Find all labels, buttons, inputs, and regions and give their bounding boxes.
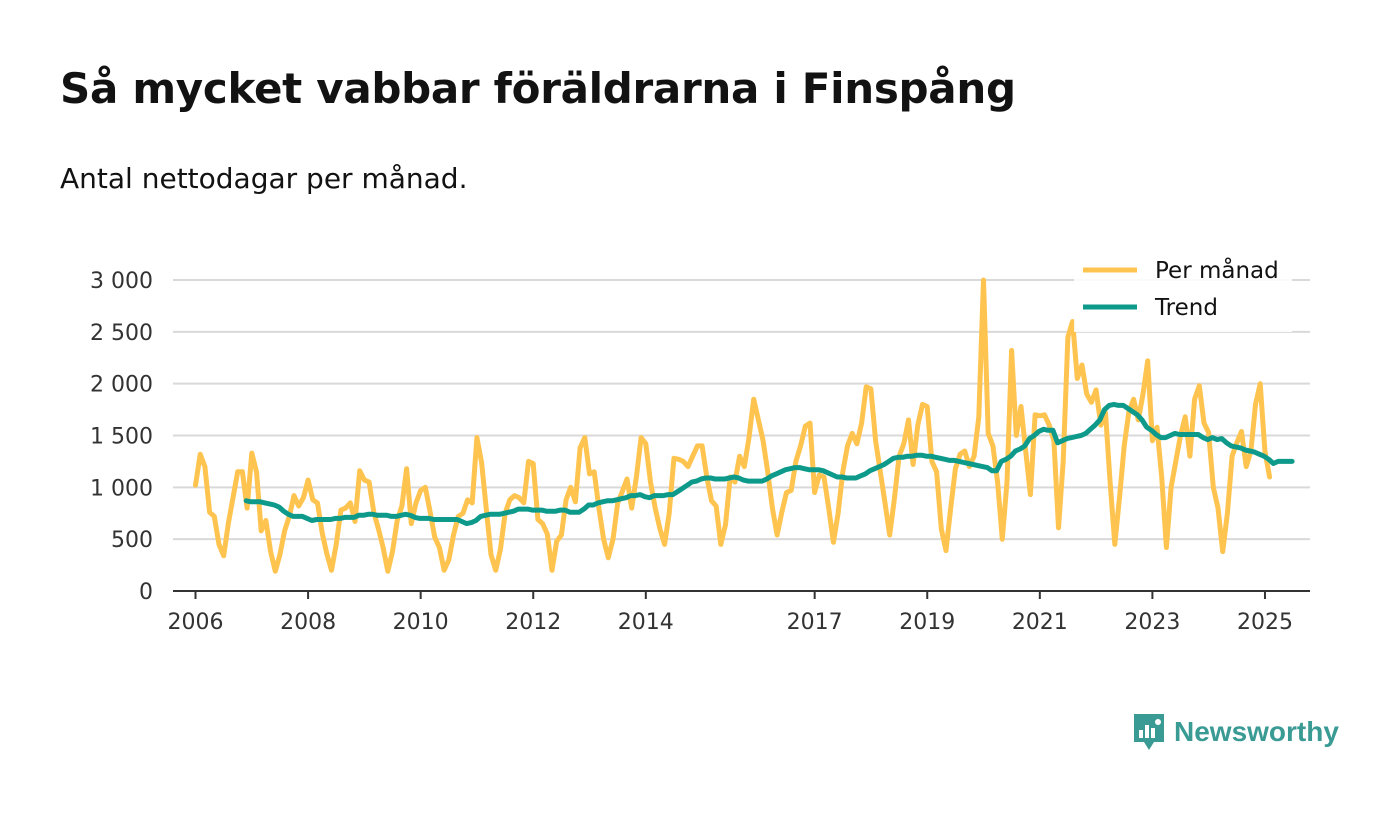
x-axis: 2006 2008 2010 2012 2014 2017 2019 2021 2023 2025 xyxy=(168,590,1310,635)
legend: Per månad Trend xyxy=(1074,252,1292,332)
y-tick-label: 0 xyxy=(139,580,153,605)
chart-subtitle: Antal nettodagar per månad. xyxy=(60,162,468,195)
x-tick-label: 2014 xyxy=(618,610,674,635)
x-tick-label: 2017 xyxy=(787,610,843,635)
series-lines xyxy=(193,277,1295,574)
y-tick-label: 1 000 xyxy=(90,476,153,501)
y-tick-label: 1 500 xyxy=(90,425,153,450)
series-line-trend xyxy=(243,401,1295,527)
x-tick-label: 2021 xyxy=(1012,610,1068,635)
y-tick-label: 3 000 xyxy=(90,269,153,294)
legend-label-trend: Trend xyxy=(1154,295,1218,321)
newsworthy-logo: Newsworthy xyxy=(1132,712,1339,752)
x-tick-label: 2006 xyxy=(168,610,224,635)
y-tick-label: 500 xyxy=(111,528,153,553)
legend-label-per-manad: Per månad xyxy=(1155,256,1279,284)
x-tick-label: 2010 xyxy=(393,610,449,635)
y-tick-label: 2 500 xyxy=(90,321,153,346)
y-axis: 0 500 1 000 1 500 2 000 2 500 3 000 xyxy=(90,269,153,605)
x-tick-label: 2008 xyxy=(280,610,336,635)
newsworthy-logo-text: Newsworthy xyxy=(1174,716,1339,747)
x-tick-label: 2012 xyxy=(505,610,561,635)
x-tick-label: 2019 xyxy=(899,610,955,635)
y-tick-label: 2 000 xyxy=(90,373,153,398)
legend-background xyxy=(1074,252,1292,332)
x-tick-label: 2025 xyxy=(1237,610,1293,635)
x-tick-label: 2023 xyxy=(1124,610,1180,635)
chart-title: Så mycket vabbar föräldrarna i Finspång xyxy=(60,64,1016,113)
newsworthy-logo-icon xyxy=(1134,714,1164,750)
